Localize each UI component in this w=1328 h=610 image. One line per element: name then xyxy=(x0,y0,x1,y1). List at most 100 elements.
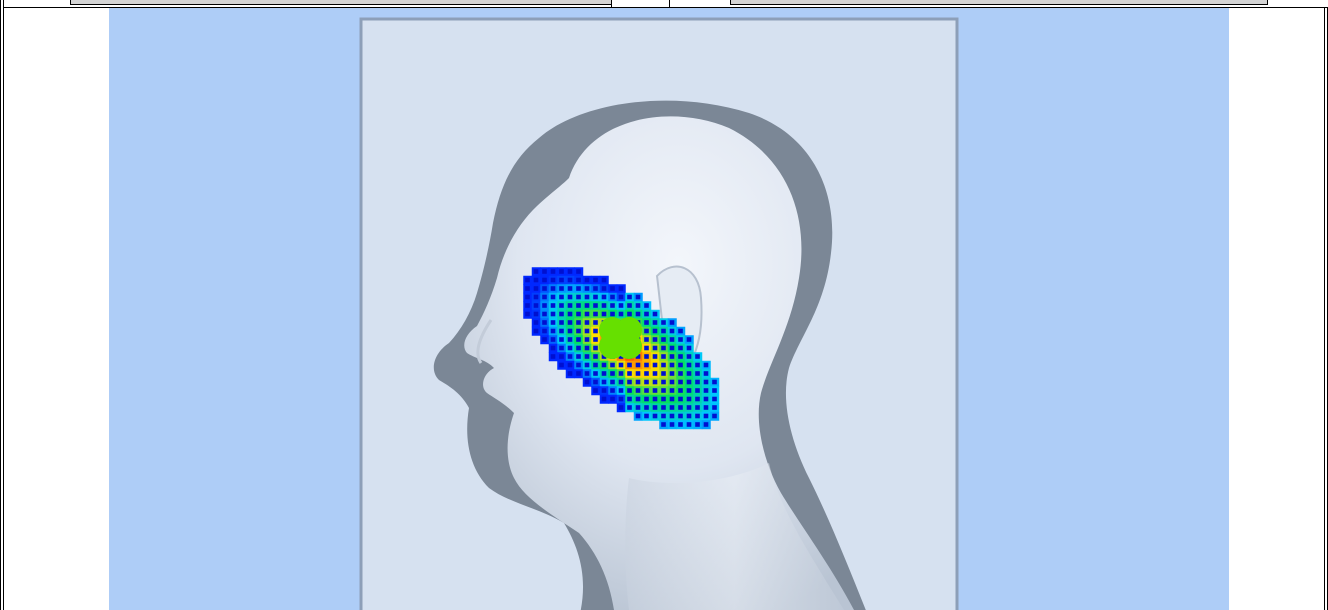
sample-point xyxy=(712,396,717,402)
sample-point xyxy=(661,413,666,419)
sample-point xyxy=(635,388,641,393)
sample-point xyxy=(678,345,683,351)
sample-point xyxy=(644,405,649,410)
field-heatmap-overlay[interactable] xyxy=(523,267,720,430)
sample-point xyxy=(695,354,700,359)
sample-point xyxy=(567,311,573,317)
sample-point xyxy=(661,422,666,427)
sample-point xyxy=(627,311,632,317)
sample-point xyxy=(610,379,615,385)
sample-point xyxy=(669,328,675,334)
sample-point xyxy=(550,345,556,351)
right-input-field[interactable] xyxy=(730,0,1268,5)
sample-point xyxy=(593,320,598,325)
sample-point xyxy=(678,413,683,419)
sample-point xyxy=(584,286,590,291)
sample-point xyxy=(567,294,573,300)
sample-point xyxy=(550,277,556,283)
sample-point xyxy=(533,303,539,308)
sample-point xyxy=(695,413,700,419)
sample-point xyxy=(601,379,607,385)
sample-point xyxy=(635,396,641,402)
sample-point xyxy=(601,277,607,283)
sample-point xyxy=(686,345,692,351)
sample-point xyxy=(593,328,598,334)
sample-point xyxy=(712,379,717,385)
sample-point xyxy=(559,337,564,342)
sample-point xyxy=(627,388,632,393)
sample-point xyxy=(618,286,624,291)
sample-point xyxy=(542,303,547,308)
sample-point xyxy=(703,388,709,393)
sample-point xyxy=(635,379,641,385)
sample-point xyxy=(593,277,598,283)
sample-point xyxy=(559,294,564,300)
sample-point xyxy=(686,388,692,393)
sample-point xyxy=(644,311,649,317)
source-marker[interactable] xyxy=(599,317,642,359)
sample-point xyxy=(627,371,632,376)
sample-point xyxy=(601,354,607,359)
sample-point xyxy=(601,362,607,368)
sample-point xyxy=(584,371,590,376)
sample-point xyxy=(559,354,564,359)
3d-viewport[interactable] xyxy=(109,8,1229,610)
sample-point xyxy=(669,388,675,393)
sample-point xyxy=(576,320,581,325)
sample-point xyxy=(550,337,556,342)
sample-point xyxy=(644,371,649,376)
sample-point xyxy=(695,396,700,402)
sample-point xyxy=(669,405,675,410)
sample-point xyxy=(567,362,573,368)
sample-point xyxy=(610,388,615,393)
sample-point xyxy=(542,294,547,300)
sample-point xyxy=(550,328,556,334)
sample-point xyxy=(601,303,607,308)
sample-point xyxy=(678,337,683,342)
sample-point xyxy=(610,371,615,376)
sample-point xyxy=(601,388,607,393)
scene-canvas[interactable] xyxy=(109,8,1229,610)
sample-point xyxy=(601,371,607,376)
sample-point xyxy=(567,320,573,325)
toolbar-divider xyxy=(611,0,612,8)
sample-point xyxy=(618,354,624,359)
sample-point xyxy=(584,345,590,351)
sample-point xyxy=(661,345,666,351)
sample-point xyxy=(593,345,598,351)
sample-point xyxy=(703,371,709,376)
sample-point xyxy=(686,337,692,342)
sample-point xyxy=(695,388,700,393)
sample-point xyxy=(627,362,632,368)
neck-shading xyxy=(625,463,844,610)
sample-point xyxy=(593,294,598,300)
sample-point xyxy=(593,362,598,368)
sample-point xyxy=(678,388,683,393)
sample-point xyxy=(618,379,624,385)
sample-point xyxy=(593,354,598,359)
sample-point xyxy=(686,354,692,359)
sample-point xyxy=(695,371,700,376)
sample-point xyxy=(695,405,700,410)
sample-point xyxy=(703,422,709,427)
sample-point xyxy=(593,286,598,291)
sample-point xyxy=(635,371,641,376)
sample-point xyxy=(542,311,547,317)
sample-point xyxy=(576,294,581,300)
sample-point xyxy=(678,371,683,376)
sample-point xyxy=(652,379,658,385)
sample-point xyxy=(567,337,573,342)
sample-point xyxy=(550,303,556,308)
sample-point xyxy=(533,311,539,317)
sample-point xyxy=(661,337,666,342)
sample-point xyxy=(652,362,658,368)
sample-point xyxy=(661,362,666,368)
sample-point xyxy=(695,379,700,385)
sample-point xyxy=(567,354,573,359)
sample-point xyxy=(618,303,624,308)
sample-point xyxy=(584,277,590,283)
sample-point xyxy=(627,303,632,308)
left-input-field[interactable] xyxy=(70,0,612,5)
sample-point xyxy=(678,379,683,385)
